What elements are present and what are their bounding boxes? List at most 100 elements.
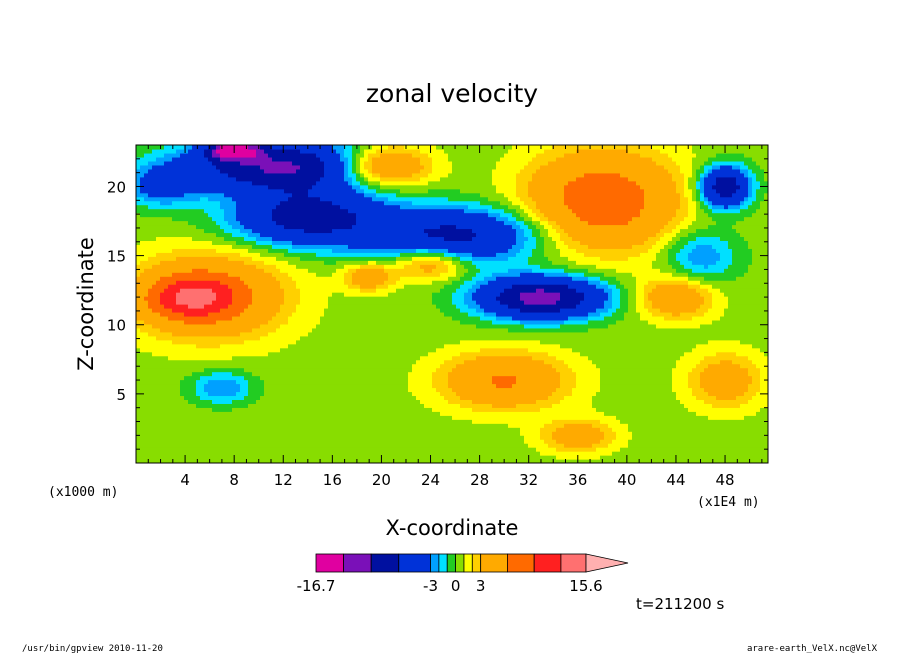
field-cell [336,451,341,456]
field-cell [224,431,229,436]
field-cell [268,280,273,285]
field-cell [288,156,293,162]
field-cell [196,164,201,170]
field-cell [168,208,173,214]
field-cell [240,148,245,154]
field-cell [368,280,373,285]
field-cell [308,447,313,452]
field-cell [192,304,197,309]
field-cell [152,276,157,281]
field-cell [368,363,373,369]
field-cell [216,371,221,377]
field-cell [164,319,169,325]
field-cell [200,296,205,301]
field-cell [256,152,261,158]
field-cell [260,439,265,444]
field-cell [256,331,261,337]
field-cell [188,363,193,369]
field-cell [156,403,161,408]
field-cell [272,339,277,345]
field-cell [176,323,181,329]
field-cell [328,331,333,337]
field-cell [332,304,337,309]
field-cell [180,180,185,186]
field-cell [212,351,217,357]
field-cell [352,292,357,297]
field-cell [176,156,181,162]
field-cell [376,331,381,337]
field-cell [164,300,169,305]
field-cell [184,379,189,385]
field-cell [288,443,293,448]
field-cell [360,196,365,202]
field-cell [372,419,377,424]
field-cell [212,363,217,369]
field-cell [180,319,185,325]
field-cell [260,443,265,448]
field-cell [196,375,201,381]
field-cell [276,268,281,273]
field-cell [380,228,385,234]
field-cell [344,331,349,337]
field-cell [340,232,345,238]
field-cell [256,435,261,440]
field-cell [348,419,353,424]
field-cell [320,252,325,257]
field-cell [276,176,281,182]
field-cell [332,212,337,218]
field-cell [176,367,181,373]
field-cell [176,335,181,341]
field-cell [316,339,321,345]
field-cell [316,387,321,393]
field-cell [232,327,237,333]
field-cell [156,240,161,245]
field-cell [228,212,233,218]
field-cell [232,276,237,281]
field-cell [340,184,345,190]
field-cell [192,327,197,333]
field-cell [168,331,173,337]
field-cell [368,200,373,206]
field-cell [272,391,277,397]
field-cell [144,160,149,166]
field-cell [136,264,141,269]
field-cell [192,391,197,397]
field-cell [252,276,257,281]
field-cell [284,395,289,400]
field-cell [172,431,177,436]
field-cell [348,240,353,245]
field-cell [212,411,217,416]
field-cell [200,188,205,194]
field-cell [180,335,185,341]
field-cell [372,184,377,190]
field-cell [168,268,173,273]
field-cell [216,395,221,400]
field-cell [164,288,169,293]
field-cell [136,327,141,333]
field-cell [272,419,277,424]
field-cell [376,188,381,194]
field-cell [320,331,325,337]
field-cell [268,327,273,333]
field-cell [244,455,249,460]
field-cell [268,288,273,293]
field-cell [356,331,361,337]
field-cell [260,296,265,301]
field-cell [288,327,293,333]
field-cell [296,431,301,436]
field-cell [228,180,233,186]
field-cell [320,168,325,174]
field-cell [184,427,189,432]
field-cell [372,379,377,385]
field-cell [332,192,337,198]
field-cell [304,459,309,463]
field-cell [184,403,189,408]
field-cell [188,375,193,381]
field-cell [216,355,221,361]
field-cell [312,304,317,309]
field-cell [380,216,385,222]
field-cell [220,307,225,313]
field-cell [200,264,205,269]
field-cell [292,156,297,162]
field-cell [236,319,241,325]
